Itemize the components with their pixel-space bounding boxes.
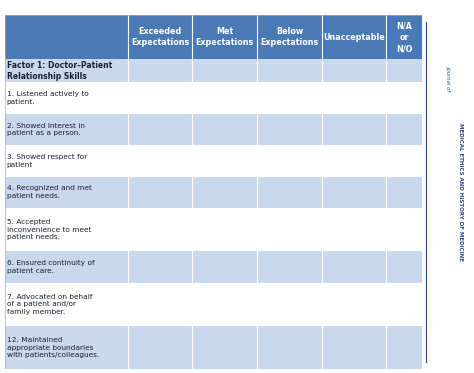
Bar [5,59,422,82]
Text: Unacceptable: Unacceptable [323,32,385,41]
Text: Exceeded
Expectations: Exceeded Expectations [131,27,189,47]
Bar [5,145,422,176]
Text: 12. Maintained
appropriate boundaries
with patients/colleagues.: 12. Maintained appropriate boundaries wi… [7,337,99,358]
Bar [5,208,422,251]
Text: 4. Recognized and met
patient needs.: 4. Recognized and met patient needs. [7,185,91,199]
Text: N/A
or
N/O: N/A or N/O [396,21,412,53]
Text: MEDICAL ETHICS AND HISTORY OF MEDICINE: MEDICAL ETHICS AND HISTORY OF MEDICINE [458,123,463,261]
Text: Factor 1: Doctor–Patient
Relationship Skills: Factor 1: Doctor–Patient Relationship Sk… [7,60,112,81]
Text: Met
Expectations: Met Expectations [196,27,254,47]
Text: 7. Advocated on behalf
of a patient and/or
family member.: 7. Advocated on behalf of a patient and/… [7,294,92,315]
Bar [5,114,422,145]
Bar [5,15,422,59]
Bar [5,176,422,208]
Bar [5,82,422,114]
Text: 2. Showed interest in
patient as a person.: 2. Showed interest in patient as a perso… [7,123,85,136]
Bar [5,251,422,283]
Text: Journal of: Journal of [446,66,450,91]
Bar [5,283,422,326]
Text: Below
Expectations: Below Expectations [260,27,319,47]
Text: 6. Ensured continuity of
patient care.: 6. Ensured continuity of patient care. [7,260,94,274]
Bar [5,326,422,369]
Text: 3. Showed respect for
patient: 3. Showed respect for patient [7,154,87,168]
Text: 1. Listened actively to
patient.: 1. Listened actively to patient. [7,91,89,105]
Text: 5. Accepted
inconvenience to meet
patient needs.: 5. Accepted inconvenience to meet patien… [7,219,91,241]
